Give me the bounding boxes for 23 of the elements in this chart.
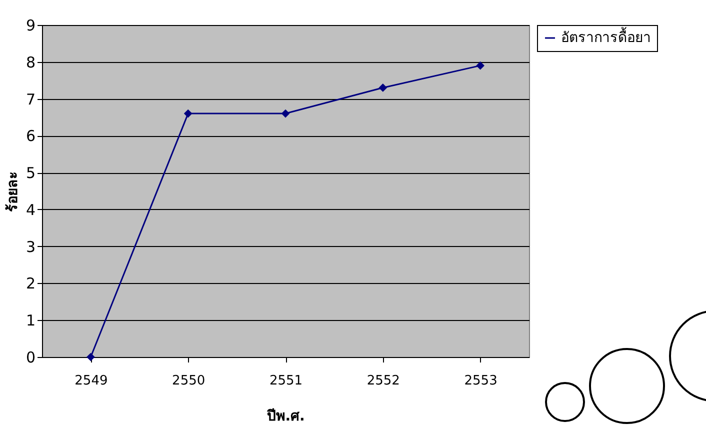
legend-label: อัตราการดื้อยา (561, 27, 651, 46)
y-tick-label: 7 (26, 90, 36, 108)
x-tick-label: 2552 (366, 374, 400, 388)
x-tick-label: 2551 (269, 374, 303, 388)
x-axis-title: ปีพ.ศ. (266, 408, 305, 424)
y-axis-title: ร้อยละ (4, 171, 21, 212)
point (86, 352, 95, 362)
y-tick-label: 1 (26, 312, 36, 330)
x-tick-label: 2550 (172, 374, 206, 388)
x-tick-label: 2553 (464, 374, 498, 388)
y-tick-label: 3 (26, 238, 36, 256)
y-tick-label: 2 (26, 274, 36, 293)
point (184, 109, 192, 118)
point (378, 84, 388, 92)
y-tick-label: 8 (26, 53, 36, 72)
y-tick-label: 4 (26, 200, 36, 219)
y-tick-label: 6 (26, 127, 36, 146)
y-tick-label: 5 (26, 164, 36, 182)
point (281, 109, 290, 118)
point (476, 61, 484, 70)
y-tick-label: 0 (26, 348, 36, 366)
y-tick-label: 9 (26, 16, 36, 34)
x-tick-label: 2549 (74, 374, 108, 388)
